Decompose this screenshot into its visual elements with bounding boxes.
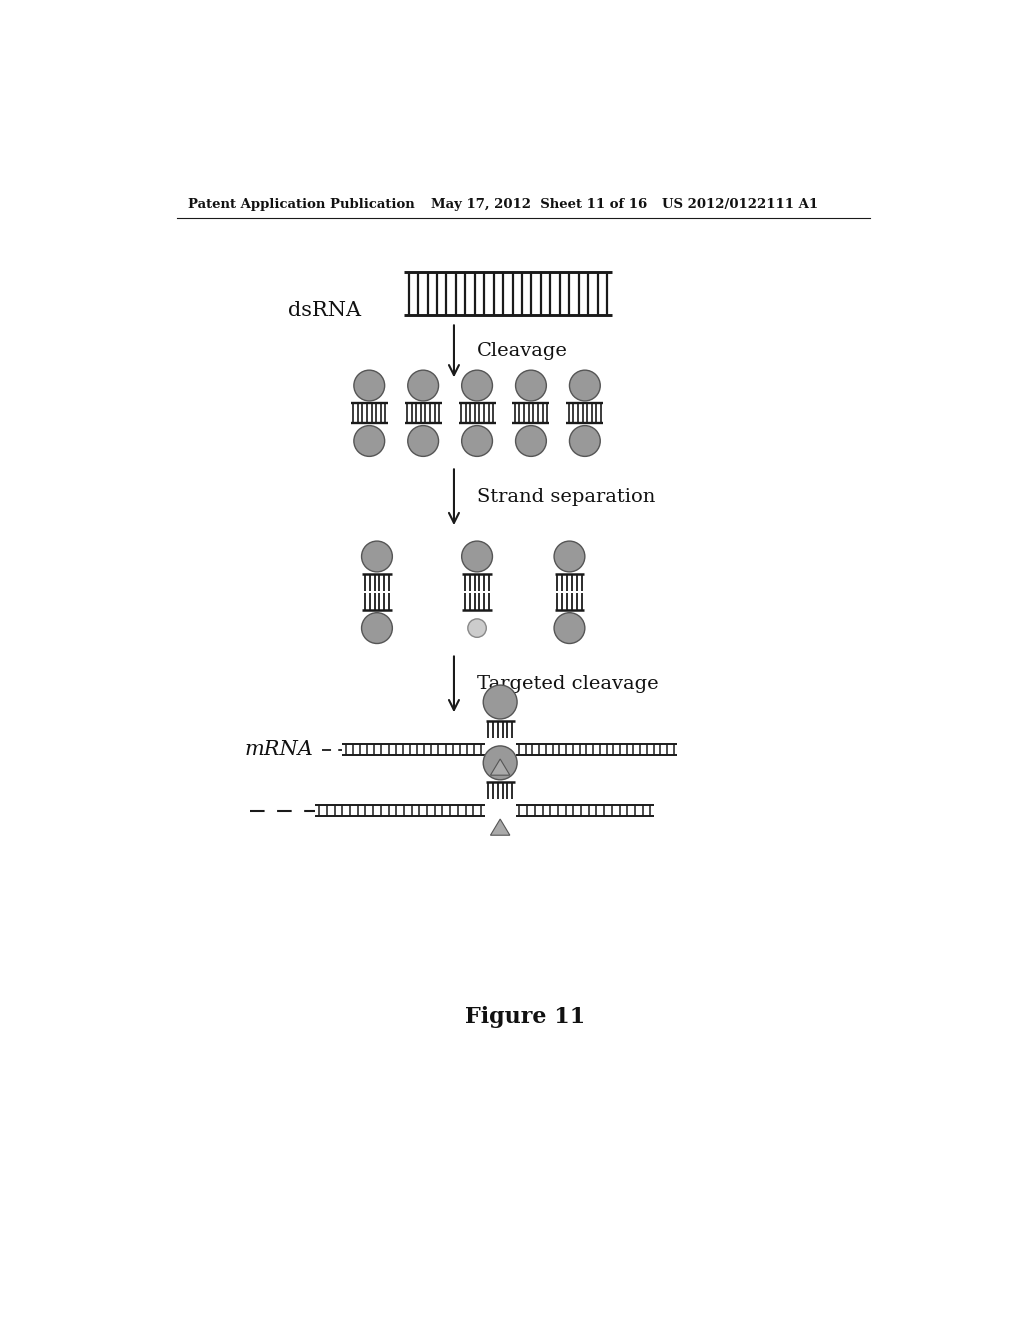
Circle shape [354, 425, 385, 457]
Circle shape [361, 541, 392, 572]
Circle shape [462, 425, 493, 457]
Circle shape [462, 541, 493, 572]
Circle shape [569, 370, 600, 401]
Circle shape [483, 746, 517, 780]
Text: Targeted cleavage: Targeted cleavage [477, 676, 658, 693]
Text: Patent Application Publication: Patent Application Publication [188, 198, 415, 211]
Text: dsRNA: dsRNA [289, 301, 361, 321]
Text: Figure 11: Figure 11 [465, 1006, 585, 1028]
Circle shape [408, 425, 438, 457]
Text: US 2012/0122111 A1: US 2012/0122111 A1 [662, 198, 818, 211]
Circle shape [515, 370, 547, 401]
Circle shape [515, 425, 547, 457]
Circle shape [408, 370, 438, 401]
Circle shape [462, 370, 493, 401]
Circle shape [569, 425, 600, 457]
Circle shape [554, 541, 585, 572]
Circle shape [361, 612, 392, 644]
Polygon shape [490, 818, 510, 836]
Circle shape [554, 612, 585, 644]
Polygon shape [490, 759, 510, 775]
Text: mRNA: mRNA [245, 741, 313, 759]
Circle shape [354, 370, 385, 401]
Circle shape [468, 619, 486, 638]
Text: Cleavage: Cleavage [477, 342, 568, 360]
Text: Strand separation: Strand separation [477, 488, 655, 506]
Text: May 17, 2012  Sheet 11 of 16: May 17, 2012 Sheet 11 of 16 [431, 198, 647, 211]
Circle shape [483, 685, 517, 719]
